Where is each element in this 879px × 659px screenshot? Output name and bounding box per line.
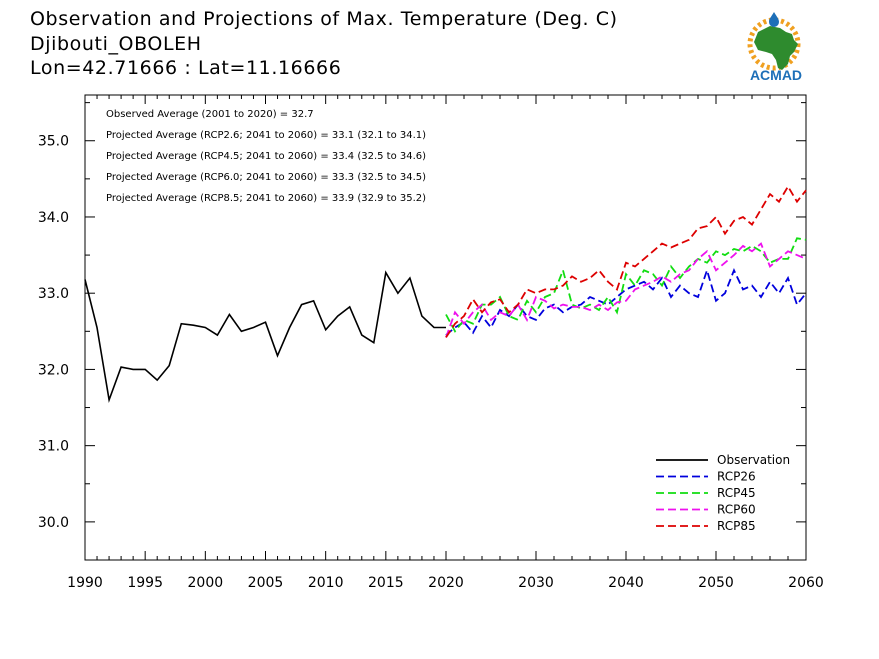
- rcp45-average-text: Projected Average (RCP4.5; 2041 to 2060)…: [106, 151, 426, 162]
- acmad-logo: ACMAD: [747, 12, 802, 83]
- x-tick-label: 2020: [428, 575, 464, 591]
- legend-label-rcp85: RCP85: [717, 519, 756, 533]
- x-tick-label: 1995: [127, 575, 163, 591]
- x-tick-label: 2000: [188, 575, 224, 591]
- x-tick-label: 2060: [788, 575, 824, 591]
- x-tick-label: 2015: [368, 575, 404, 591]
- rcp26-average-text: Projected Average (RCP2.6; 2041 to 2060)…: [106, 130, 426, 141]
- water-drop-icon: [769, 12, 779, 27]
- legend: Observation RCP26 RCP45 RCP60 RCP85: [656, 453, 790, 533]
- legend-label-observation: Observation: [717, 453, 790, 467]
- series-line-rcp45: [445, 237, 807, 333]
- y-tick-label: 31.0: [38, 439, 69, 455]
- logo-text: ACMAD: [750, 67, 802, 83]
- y-tick-label: 32.0: [38, 362, 69, 378]
- series-line-observation: [84, 270, 446, 404]
- series-line-rcp85: [445, 184, 807, 338]
- annotation-block: Observed Average (2001 to 2020) = 32.7 P…: [106, 109, 426, 204]
- observed-average-text: Observed Average (2001 to 2020) = 32.7: [106, 109, 314, 120]
- x-tick-label: 2010: [308, 575, 344, 591]
- rcp85-average-text: Projected Average (RCP8.5; 2041 to 2060)…: [106, 193, 426, 204]
- rcp60-average-text: Projected Average (RCP6.0; 2041 to 2060)…: [106, 172, 426, 183]
- x-tick-label: 2030: [518, 575, 554, 591]
- legend-label-rcp60: RCP60: [717, 503, 756, 517]
- chart-title: Observation and Projections of Max. Temp…: [30, 8, 618, 30]
- x-tick-label: 2050: [698, 575, 734, 591]
- x-tick-label: 2040: [608, 575, 644, 591]
- station-coordinates: Lon=42.71666 : Lat=11.16666: [30, 57, 342, 79]
- x-tick-label: 1990: [67, 575, 103, 591]
- y-tick-label: 34.0: [38, 210, 69, 226]
- x-tick-label: 2005: [248, 575, 284, 591]
- y-tick-label: 35.0: [38, 134, 69, 150]
- y-tick-label: 30.0: [38, 515, 69, 531]
- legend-label-rcp45: RCP45: [717, 486, 756, 500]
- africa-map-icon: [754, 26, 798, 70]
- y-tick-label: 33.0: [38, 286, 69, 302]
- station-name: Djibouti_OBOLEH: [30, 33, 202, 55]
- series-line-rcp26: [445, 267, 807, 336]
- legend-label-rcp26: RCP26: [717, 470, 756, 484]
- series-line-rcp60: [445, 242, 807, 338]
